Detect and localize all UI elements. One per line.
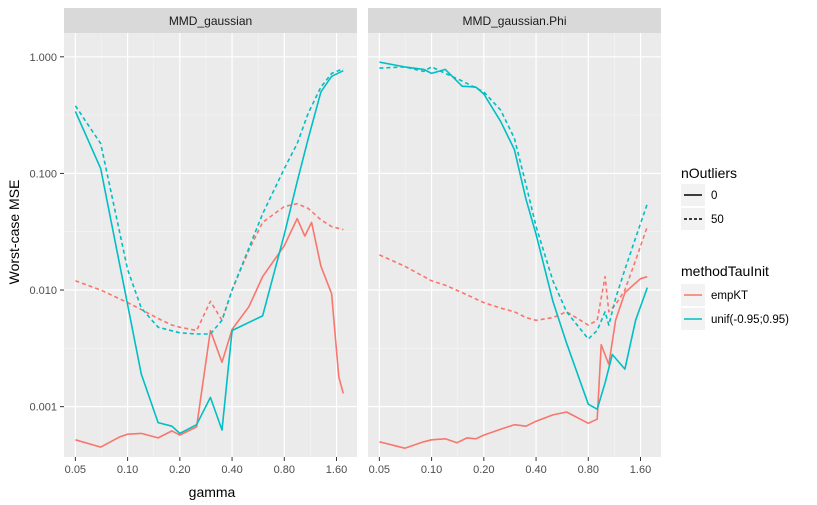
x-tick-label: 0.10 [117, 464, 138, 476]
series-line-unif-outliers-50 [74, 67, 344, 335]
x-tick-label: 0.20 [169, 464, 190, 476]
series-line-empkt-outliers-0 [75, 217, 345, 448]
x-tick-label: 1.60 [326, 464, 347, 476]
y-tick-label: 0.001 [29, 402, 57, 414]
facet-strip-label: MMD_gaussian [169, 14, 252, 28]
x-tick-label: 0.20 [473, 464, 494, 476]
x-tick-label: 0.80 [578, 464, 599, 476]
x-tick-label: 0.05 [369, 464, 390, 476]
series-group [379, 61, 649, 450]
legend-label: empKT [711, 290, 748, 302]
series-line-empkt-outliers-0 [379, 275, 648, 450]
series-line-unif-outliers-0 [379, 61, 649, 411]
y-axis-title: Worst-case MSE [6, 180, 22, 285]
x-tick-label: 1.60 [630, 464, 651, 476]
panel-background [368, 33, 661, 457]
x-axis-title: gamma [189, 484, 236, 500]
legend-title-noutliers: nOutliers [681, 165, 737, 181]
legend-label: unif(-0.95;0.95) [711, 314, 789, 326]
series-line-empkt-outliers-50 [75, 202, 344, 332]
legend-key [681, 208, 705, 230]
y-tick-label: 1.000 [29, 52, 57, 64]
legend-label: 50 [711, 214, 724, 226]
series-line-unif-outliers-50 [379, 66, 649, 340]
facet-strip-label: MMD_gaussian.Phi [462, 14, 566, 28]
x-tick-label: 0.10 [421, 464, 442, 476]
legend: nOutliers 0 50 methodTauInit empKT unif(-0.95… [681, 165, 789, 330]
x-tick-label: 0.80 [274, 464, 295, 476]
y-tick-label: 0.100 [29, 168, 57, 180]
panels-layer: 0.001 0.010 0.100 1.000 MMD_gaussian 0.05 0.10… [29, 8, 661, 476]
facet-strip [64, 8, 357, 33]
panel-2: MMD_gaussian.Phi 0.05 0.10 0.20 0.40 0.80 1.60 [368, 8, 661, 476]
x-tick-label: 0.40 [525, 464, 546, 476]
panel-1: MMD_gaussian 0.05 0.10 0.20 0.40 0.80 1.60 [64, 8, 357, 476]
y-tick-label: 0.010 [29, 285, 57, 297]
x-tick-label: 0.40 [221, 464, 242, 476]
series-group [74, 67, 345, 448]
panel-background [64, 33, 357, 457]
x-tick-label: 0.05 [65, 464, 86, 476]
legend-title-methodtauinit: methodTauInit [681, 263, 769, 279]
facet-strip [368, 8, 661, 33]
series-line-unif-outliers-0 [74, 69, 344, 435]
legend-label: 0 [711, 190, 717, 202]
